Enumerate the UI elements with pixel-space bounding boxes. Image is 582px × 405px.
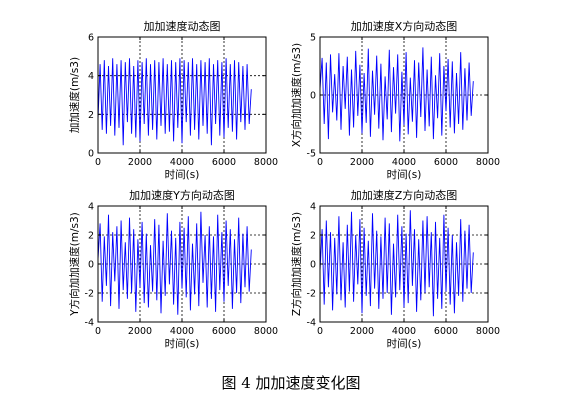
y-tick-label: 0 [310, 260, 316, 271]
chart-title: 加加速度X方向动态图 [351, 19, 458, 33]
x-tick-label: 4000 [392, 326, 416, 337]
x-tick-label: 8000 [254, 326, 278, 337]
x-tick-label: 4000 [392, 157, 416, 168]
x-tick-label: 0 [95, 157, 101, 168]
x-tick-label: 6000 [434, 157, 458, 168]
x-tick-label: 2000 [350, 326, 374, 337]
x-tick-label: 2000 [128, 326, 152, 337]
x-tick-label: 8000 [476, 157, 500, 168]
x-tick-label: 4000 [170, 157, 194, 168]
y-axis-label: Z方向加加速度(m/s3) [290, 212, 303, 316]
x-axis-label: 时间(s) [387, 337, 422, 350]
y-tick-label: 0 [88, 260, 94, 271]
x-tick-label: 6000 [212, 157, 236, 168]
y-tick-label: 6 [88, 33, 94, 44]
chart-panel-2: 0 2000 4000 6000 8000-505加加速度X方向动态图时间(s)X方向加… [290, 19, 500, 181]
series-line [319, 210, 474, 317]
x-axis-label: 时间(s) [387, 168, 422, 181]
x-tick-label: 0 [317, 157, 323, 168]
x-tick-label: 8000 [254, 157, 278, 168]
chart-title: 加加速度动态图 [144, 19, 221, 33]
chart-title: 加加速度Z方向动态图 [351, 188, 458, 202]
y-tick-label: 2 [88, 231, 94, 242]
x-tick-label: 2000 [128, 157, 152, 168]
y-tick-label: 4 [88, 202, 94, 213]
y-tick-label: -4 [307, 318, 316, 329]
y-tick-label: 2 [310, 231, 316, 242]
x-tick-label: 6000 [212, 326, 236, 337]
y-tick-label: 4 [88, 71, 94, 82]
y-tick-label: -4 [85, 318, 94, 329]
x-axis-label: 时间(s) [165, 337, 200, 350]
series-line [97, 58, 252, 146]
x-tick-label: 0 [317, 326, 323, 337]
x-tick-label: 4000 [170, 326, 194, 337]
y-tick-label: 5 [310, 33, 316, 44]
y-axis-label: Y方向加加速度(m/s3) [68, 212, 81, 317]
y-tick-label: 4 [310, 202, 316, 213]
x-tick-label: 2000 [350, 157, 374, 168]
x-tick-label: 8000 [476, 326, 500, 337]
series-line [319, 47, 474, 142]
y-axis-label: X方向加加速度(m/s3) [290, 43, 303, 147]
y-tick-label: -5 [307, 149, 316, 160]
x-axis-label: 时间(s) [165, 168, 200, 181]
series-line [97, 211, 252, 315]
x-tick-label: 0 [95, 326, 101, 337]
y-tick-label: 0 [310, 91, 316, 102]
y-axis-label: 加加速度(m/s3) [68, 57, 81, 133]
y-tick-label: 2 [88, 110, 94, 121]
figure-caption: 图 4 加加速度变化图 [221, 374, 361, 392]
y-tick-label: -2 [307, 289, 316, 300]
y-tick-label: 0 [88, 149, 94, 160]
chart-title: 加加速度Y方向动态图 [129, 188, 235, 202]
y-tick-label: -2 [85, 289, 94, 300]
x-tick-label: 6000 [434, 326, 458, 337]
